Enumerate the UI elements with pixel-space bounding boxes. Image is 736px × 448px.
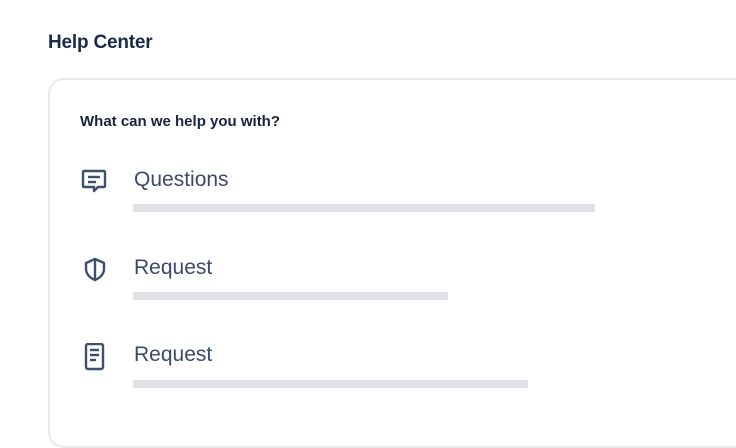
- help-prompt: What can we help you with?: [80, 113, 281, 130]
- document-icon: [80, 342, 110, 373]
- page-title: Help Center: [48, 32, 153, 53]
- help-item-label: Questions: [134, 168, 229, 191]
- help-item-label: Request: [134, 343, 213, 366]
- placeholder-bar: [133, 380, 528, 388]
- shield-icon: [80, 256, 110, 286]
- placeholder-bar: [133, 204, 595, 212]
- help-item-label: Request: [134, 256, 213, 279]
- placeholder-bar: [133, 292, 448, 300]
- chat-message-icon: [80, 168, 110, 198]
